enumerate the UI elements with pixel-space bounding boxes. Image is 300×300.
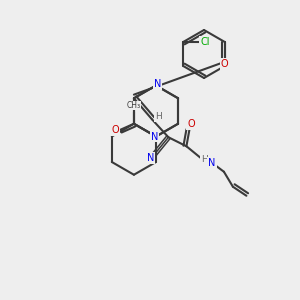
- Text: CH₃: CH₃: [127, 101, 141, 110]
- Text: O: O: [187, 119, 195, 129]
- Text: O: O: [111, 125, 119, 135]
- Text: N: N: [151, 131, 158, 142]
- Text: O: O: [221, 59, 229, 69]
- Text: N: N: [154, 79, 161, 89]
- Text: H: H: [155, 112, 162, 121]
- Text: N: N: [147, 153, 154, 163]
- Text: N: N: [208, 158, 216, 168]
- Text: Cl: Cl: [200, 37, 210, 47]
- Text: H: H: [201, 155, 208, 164]
